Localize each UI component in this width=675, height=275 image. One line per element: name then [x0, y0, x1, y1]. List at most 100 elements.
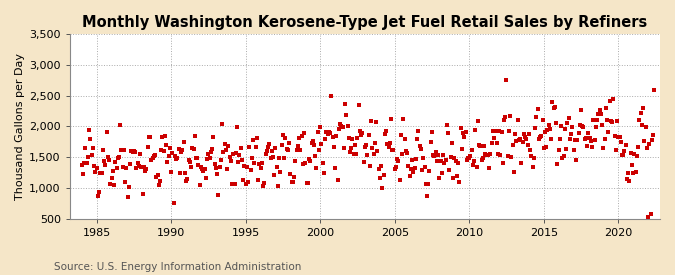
Point [454, 180, 464, 184]
Point [408, 170, 418, 174]
Point [616, 139, 626, 144]
Point [499, 118, 510, 122]
Point [214, 165, 225, 169]
Point [529, 156, 539, 160]
Point [563, 116, 574, 121]
Point [597, 123, 608, 127]
Point [138, 165, 149, 169]
Point [573, 131, 584, 135]
Point [256, 161, 267, 165]
Point [592, 117, 603, 122]
Point [430, 150, 441, 154]
Point [479, 144, 489, 148]
Point [508, 143, 518, 147]
Point [466, 148, 477, 152]
Point [392, 156, 402, 161]
Point [183, 158, 194, 162]
Point [112, 156, 123, 160]
Point [228, 152, 239, 156]
Point [530, 126, 541, 130]
Point [341, 112, 352, 117]
Point [484, 166, 495, 170]
Point [143, 135, 154, 139]
Point [428, 153, 439, 157]
Point [423, 182, 433, 186]
Point [440, 158, 451, 163]
Point [125, 162, 136, 166]
Point [167, 151, 178, 156]
Point [434, 175, 445, 180]
Point [250, 145, 261, 149]
Point [329, 166, 340, 170]
Point [221, 166, 232, 171]
Point [415, 146, 426, 151]
Point [450, 159, 461, 163]
Point [381, 129, 392, 133]
Point [477, 158, 487, 162]
Point [448, 176, 458, 181]
Point [269, 173, 279, 178]
Point [570, 138, 580, 142]
Point [306, 141, 317, 145]
Point [337, 125, 348, 130]
Point [487, 129, 498, 134]
Point [419, 165, 430, 170]
Point [393, 159, 404, 163]
Point [453, 161, 464, 165]
Point [413, 129, 424, 133]
Point [562, 120, 573, 125]
Point [501, 78, 512, 82]
Point [389, 166, 400, 171]
Point [199, 167, 210, 172]
Point [568, 148, 579, 152]
Point [336, 124, 347, 128]
Point [508, 170, 519, 174]
Point [438, 153, 449, 158]
Point [296, 134, 307, 139]
Point [315, 125, 325, 130]
Point [196, 165, 207, 170]
Point [310, 154, 321, 158]
Point [84, 128, 95, 133]
Point [229, 182, 240, 186]
Point [91, 166, 102, 170]
Point [232, 125, 242, 130]
Point [275, 170, 286, 175]
Point [291, 148, 302, 152]
Point [252, 178, 263, 182]
Point [171, 157, 182, 161]
Point [137, 192, 148, 197]
Point [524, 148, 535, 152]
Point [582, 144, 593, 148]
Point [637, 123, 647, 128]
Point [213, 192, 223, 197]
Point [591, 125, 601, 129]
Point [176, 150, 186, 155]
Point [539, 130, 550, 134]
Point [356, 133, 367, 137]
Point [579, 137, 590, 142]
Point [97, 148, 108, 153]
Point [414, 144, 425, 149]
Point [308, 143, 319, 148]
Point [225, 159, 236, 164]
Point [542, 128, 553, 132]
Point [603, 130, 614, 134]
Point [626, 162, 637, 167]
Point [244, 145, 254, 150]
Point [622, 177, 632, 181]
Point [366, 119, 377, 123]
Point [492, 152, 503, 156]
Point [193, 163, 204, 167]
Point [159, 148, 169, 153]
Point [305, 159, 316, 163]
Point [630, 169, 641, 174]
Point [205, 150, 216, 154]
Point [95, 171, 106, 176]
Point [267, 155, 278, 159]
Point [200, 176, 211, 180]
Point [80, 145, 91, 150]
Point [249, 161, 260, 166]
Point [378, 173, 389, 177]
Point [456, 147, 467, 151]
